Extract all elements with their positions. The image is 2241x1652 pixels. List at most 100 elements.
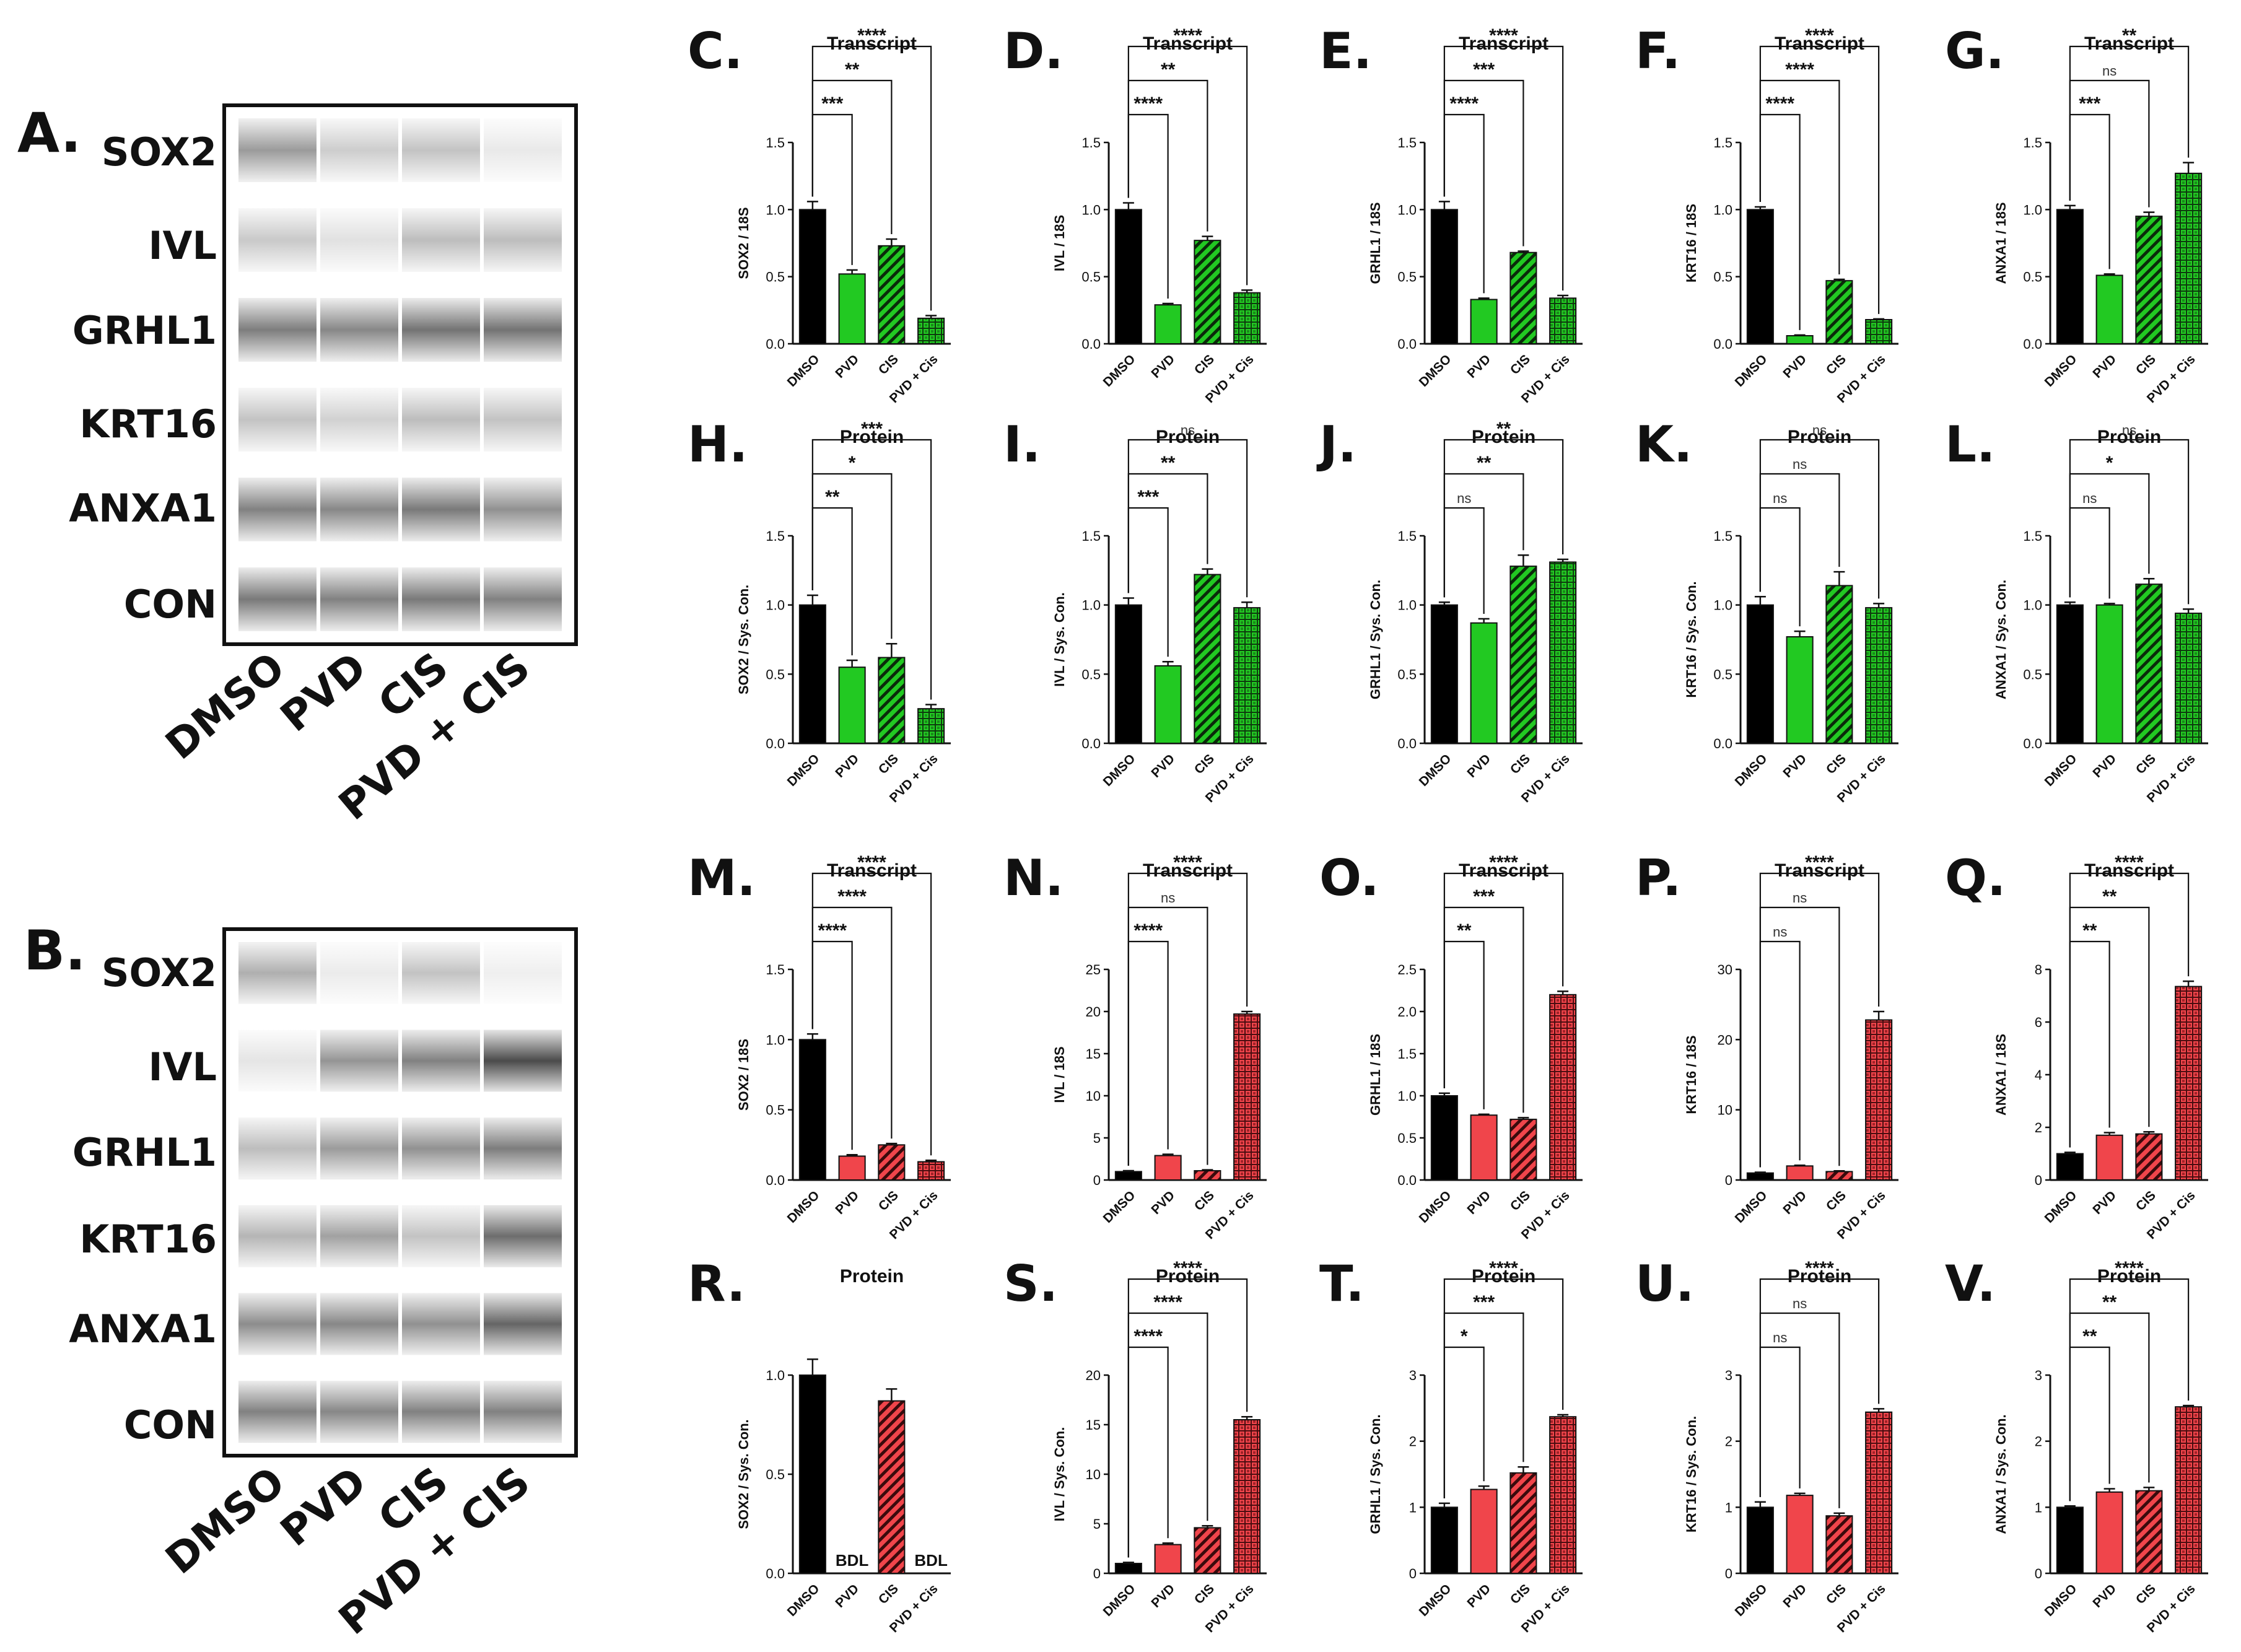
chart-e: E. Transcript 0.0 0.5 1.0 1.5 GRHL1 / 18S DMSO P… xyxy=(1319,22,1583,406)
chart-h: H. Protein 0.0 0.5 1.0 1.5 SOX2 / Sys. Con. DMS… xyxy=(688,416,951,805)
y-tick-label: 0 xyxy=(1409,1566,1417,1581)
x-tick-label: PVD xyxy=(1780,1581,1809,1610)
significance-bracket xyxy=(1759,1278,1880,1497)
y-axis-label: IVL / Sys. Con. xyxy=(1052,1427,1067,1521)
band-fade xyxy=(320,1117,398,1179)
significance-label: *** xyxy=(2079,94,2100,114)
band-fade xyxy=(484,567,562,631)
x-tick-label: CIS xyxy=(1508,1188,1533,1213)
significance-label: ns xyxy=(1773,924,1787,940)
band-fade xyxy=(402,1381,480,1443)
y-tick-label: 1.0 xyxy=(2023,202,2042,217)
y-tick-label: 0.5 xyxy=(1713,269,1732,285)
band-fade xyxy=(238,1381,317,1443)
y-axis-label: GRHL1 / Sys. Con. xyxy=(1368,580,1383,699)
band-fade xyxy=(320,478,398,541)
significance-label: * xyxy=(849,453,856,473)
bar xyxy=(1786,1165,1814,1181)
chart-o: O. Transcript 0.0 0.5 1.0 1.5 2.0 2.5 GRHL1 / 18… xyxy=(1319,849,1583,1242)
y-tick-label: 2 xyxy=(1725,1434,1732,1449)
blot-row-con: CON xyxy=(124,1381,562,1448)
panel-label: V. xyxy=(1945,1255,1996,1313)
significance-label: **** xyxy=(818,920,847,941)
y-tick-label: 1.0 xyxy=(1713,598,1732,613)
bar xyxy=(2095,274,2123,344)
y-axis-label: ANXA1 / 18S xyxy=(1993,1034,2009,1116)
band-label: IVL xyxy=(148,223,217,268)
significance-bracket xyxy=(1759,872,1880,1168)
chart-title: Transcript xyxy=(1459,33,1549,54)
band-label: SOX2 xyxy=(102,950,217,995)
y-axis-label: KRT16 / 18S xyxy=(1684,1035,1699,1114)
significance-label: ns xyxy=(2102,63,2116,79)
bdl-label: BDL xyxy=(914,1551,948,1570)
bar xyxy=(1549,297,1577,345)
bar xyxy=(838,666,866,744)
significance-bracket xyxy=(2069,872,2190,1148)
chart-title: Protein xyxy=(1788,427,1851,447)
significance-label: ns xyxy=(2082,491,2097,506)
bar xyxy=(798,604,826,745)
band-fade xyxy=(238,567,317,631)
y-tick-label: 2 xyxy=(1409,1434,1417,1449)
panel-label: U. xyxy=(1635,1255,1694,1313)
significance-label: *** xyxy=(1473,1292,1495,1313)
significance-bracket xyxy=(1759,940,1801,1168)
significance-bracket xyxy=(1127,940,1169,1166)
x-tick-label: DMSO xyxy=(2042,1188,2080,1226)
significance-label: **** xyxy=(1134,94,1163,114)
x-tick-label: CIS xyxy=(1824,1188,1849,1213)
y-tick-label: 1.0 xyxy=(1397,202,1417,217)
y-tick-label: 4 xyxy=(2035,1067,2042,1083)
bar xyxy=(798,209,826,345)
lane-label: PVD xyxy=(271,1458,375,1555)
y-tick-label: 0.5 xyxy=(1081,269,1101,285)
y-tick-label: 0.0 xyxy=(766,1173,785,1188)
bar xyxy=(878,657,906,744)
x-tick-label: CIS xyxy=(1192,1581,1217,1607)
x-tick-label: CIS xyxy=(1824,751,1849,777)
band-fade xyxy=(402,942,480,1004)
y-axis-label: KRT16 / Sys. Con. xyxy=(1684,581,1699,697)
x-tick-label: PVD xyxy=(832,1188,862,1217)
x-tick-label: PVD xyxy=(2090,352,2119,381)
y-tick-label: 0 xyxy=(1725,1566,1732,1581)
band-fade xyxy=(484,478,562,541)
significance-label: ns xyxy=(1793,890,1807,906)
chart-title: Protein xyxy=(1156,1266,1220,1287)
x-tick-label: DMSO xyxy=(1417,352,1454,390)
band-label: CON xyxy=(124,582,217,627)
x-tick-label: DMSO xyxy=(1732,751,1770,789)
lane-label: PVD xyxy=(271,643,375,741)
significance-label: **** xyxy=(1785,59,1814,80)
x-tick-label: PVD xyxy=(1464,1581,1493,1610)
band-label: KRT16 xyxy=(79,401,217,447)
band-fade xyxy=(320,208,398,272)
y-tick-label: 2.0 xyxy=(1397,1004,1417,1020)
band-fade xyxy=(238,388,317,452)
bar xyxy=(1114,604,1142,745)
band-fade xyxy=(484,1029,562,1092)
y-tick-label: 1.0 xyxy=(1397,1088,1417,1104)
blot-row-krt16: KRT16 xyxy=(79,388,562,452)
x-tick-label: CIS xyxy=(1824,352,1849,377)
bar xyxy=(1865,1411,1893,1575)
bar xyxy=(798,1039,826,1181)
chart-m: M. Transcript 0.0 0.5 1.0 1.5 SOX2 / 18S DMSO PV… xyxy=(688,849,951,1242)
y-tick-label: 0.0 xyxy=(2023,336,2042,352)
bar xyxy=(1154,665,1182,745)
bar xyxy=(917,317,945,344)
band-fade xyxy=(484,298,562,362)
significance-label: **** xyxy=(2115,1258,2144,1278)
significance-bracket xyxy=(1759,45,1880,314)
blot-row-sox2: SOX2 xyxy=(102,118,562,182)
y-tick-label: 5 xyxy=(1093,1130,1101,1146)
bar xyxy=(1549,1416,1577,1574)
band-fade xyxy=(402,567,480,631)
bdl-label: BDL xyxy=(836,1551,869,1570)
blot-b: B. SOX2IVLGRHL1KRT16ANXA1CONDMSOPVDCISPVD… xyxy=(24,919,578,1644)
y-tick-label: 1.0 xyxy=(766,1032,785,1047)
panel-label: S. xyxy=(1003,1255,1058,1313)
x-tick-label: CIS xyxy=(1824,1581,1849,1607)
band-fade xyxy=(484,1117,562,1179)
